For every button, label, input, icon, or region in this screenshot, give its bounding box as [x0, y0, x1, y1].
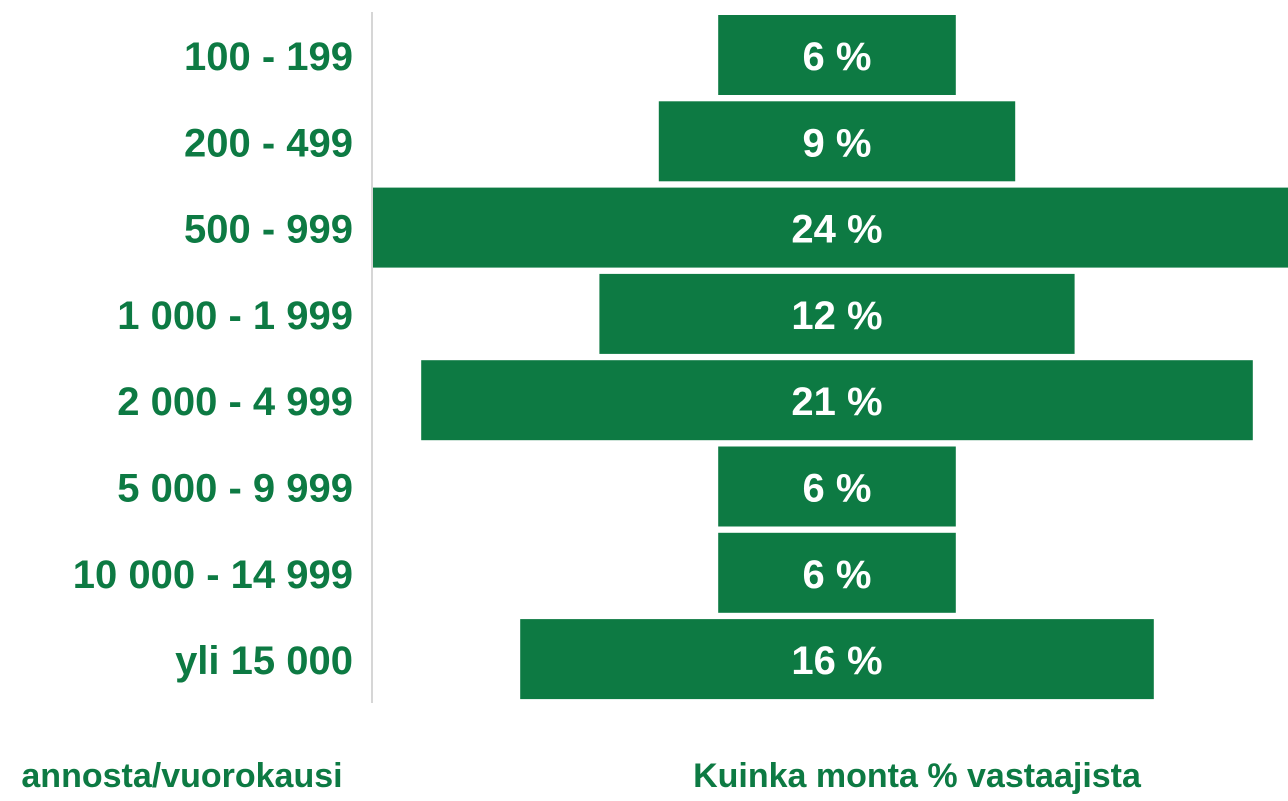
bar [718, 15, 956, 95]
value-label: 6 % [803, 553, 872, 597]
category-label: 5 000 - 9 999 [117, 467, 353, 511]
bar [658, 101, 1016, 182]
bar [520, 619, 1154, 700]
plot-area [373, 15, 1288, 700]
bar [373, 187, 1288, 268]
bar [421, 360, 1253, 441]
category-label: 100 - 199 [184, 35, 353, 79]
value-label: 12 % [791, 294, 882, 338]
category-label: 10 000 - 14 999 [73, 553, 353, 597]
value-label: 6 % [803, 35, 872, 79]
value-label: 21 % [791, 380, 882, 424]
category-label: 1 000 - 1 999 [117, 294, 353, 338]
value-label: 9 % [803, 121, 872, 165]
category-label: 200 - 499 [184, 121, 353, 165]
bar [718, 446, 956, 527]
bar [599, 273, 1075, 354]
category-label: 500 - 999 [184, 208, 353, 252]
value-label: 24 % [791, 208, 882, 252]
category-label: yli 15 000 [175, 639, 353, 683]
value-label: 6 % [803, 467, 872, 511]
bar [718, 532, 956, 613]
value-label: 16 % [791, 639, 882, 683]
y-axis-label: annosta/vuorokausi [21, 757, 342, 795]
category-label: 2 000 - 4 999 [117, 380, 353, 424]
x-axis-label: Kuinka monta % vastaajista [693, 757, 1142, 795]
